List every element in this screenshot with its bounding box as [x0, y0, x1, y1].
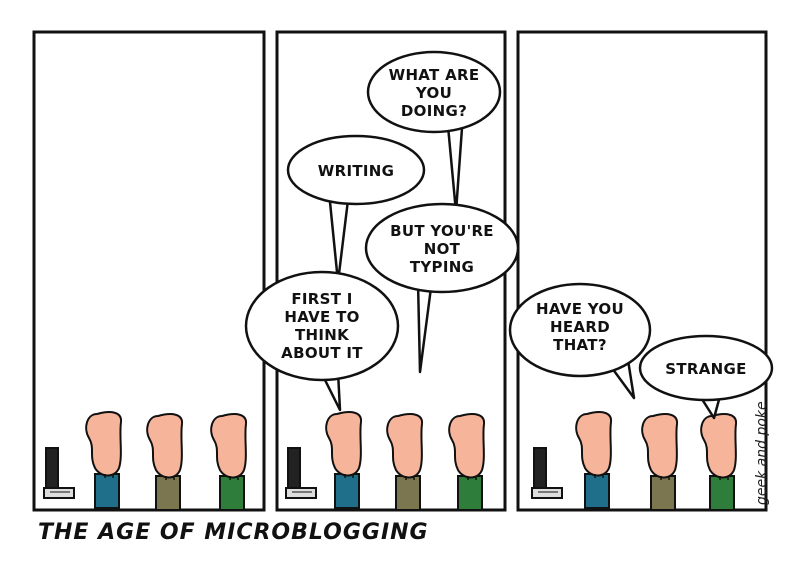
- computer-icon: [43, 447, 75, 499]
- character-khaki-shirt: [386, 413, 424, 511]
- character-teal-shirt: [85, 411, 123, 509]
- speech-bubbles: WHAT ARE YOU DOING? WRITING BUT YOU'RE N…: [244, 50, 774, 420]
- artist-signature: geek and poke: [754, 401, 770, 505]
- character-khaki-shirt: [641, 413, 679, 511]
- character-khaki-shirt: [146, 413, 184, 511]
- bubble-text: HEARD: [550, 318, 610, 336]
- bubble-text: DOING?: [401, 102, 467, 120]
- bubble-text: WRITING: [318, 162, 394, 180]
- bubble-text: STRANGE: [665, 360, 746, 378]
- bubble-text: NOT: [424, 240, 461, 258]
- character-green-shirt: [448, 413, 486, 511]
- character-green-shirt: [210, 413, 248, 511]
- bubble-text: ABOUT IT: [281, 344, 363, 362]
- bubble-text: HAVE YOU: [536, 300, 624, 318]
- bubble-text: HAVE TO: [284, 308, 359, 326]
- bubble-text: WHAT ARE: [389, 66, 480, 84]
- bubble-text: THINK: [295, 326, 350, 344]
- bubble-text: THAT?: [553, 336, 607, 354]
- computer-icon: [285, 447, 317, 499]
- computer-icon: [531, 447, 563, 499]
- character-green-shirt: [700, 413, 738, 511]
- bubble-text: FIRST I: [291, 290, 352, 308]
- bubble-text: YOU: [415, 84, 452, 102]
- bubble-text: TYPING: [410, 258, 474, 276]
- panel-3-art: [531, 411, 738, 511]
- bubble-text: BUT YOU'RE: [390, 222, 494, 240]
- speech-bubble-but-youre-not-typing: BUT YOU'RE NOT TYPING: [364, 202, 520, 374]
- panel-3: [516, 30, 768, 512]
- speech-bubble-have-you-heard-that: HAVE YOU HEARD THAT?: [508, 282, 652, 400]
- character-teal-shirt: [325, 411, 363, 509]
- speech-bubble-writing: WRITING: [286, 134, 426, 284]
- panel-1: [32, 30, 266, 512]
- comic-title: THE AGE OF MICROBLOGGING: [38, 520, 429, 545]
- speech-bubble-what-are-you-doing: WHAT ARE YOU DOING?: [366, 50, 502, 214]
- panel-1-art: [43, 411, 248, 511]
- panel-2-art: [285, 411, 486, 511]
- speech-bubble-strange: STRANGE: [638, 334, 774, 420]
- speech-bubble-first-i-have-to-think: FIRST I HAVE TO THINK ABOUT IT: [244, 270, 400, 412]
- character-teal-shirt: [575, 411, 613, 509]
